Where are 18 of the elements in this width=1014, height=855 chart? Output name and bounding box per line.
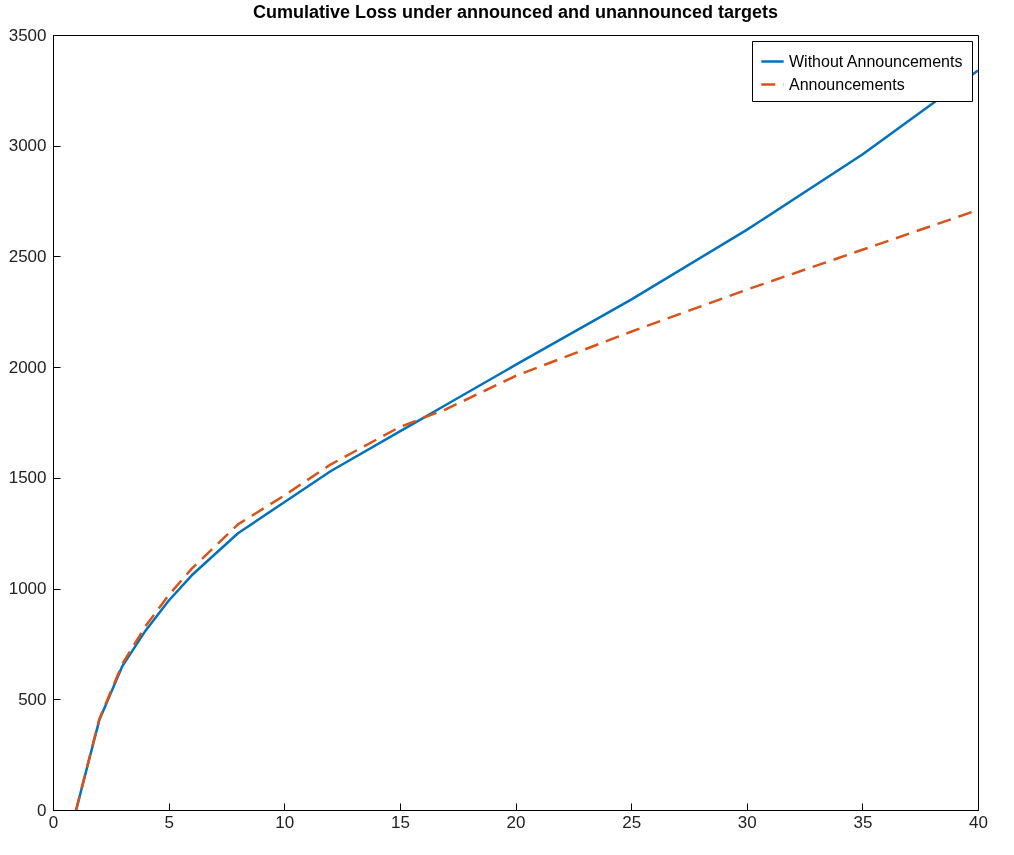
legend-label: Announcements	[789, 75, 905, 93]
y-tick-label: 3500	[8, 25, 47, 45]
y-tick-label: 2500	[8, 246, 47, 266]
x-tick-label: 25	[622, 812, 642, 832]
y-tick-label: 3000	[8, 136, 47, 156]
y-tick-label: 2000	[8, 357, 47, 377]
x-tick-label: 5	[164, 812, 174, 832]
chart-title: Cumulative Loss under announced and unannounced targets	[252, 2, 779, 22]
y-tick-label: 500	[18, 689, 47, 709]
x-tick-label: 35	[853, 812, 873, 832]
x-tick-label: 20	[506, 812, 526, 832]
x-tick-label: 15	[390, 812, 410, 832]
legend-label: Without Announcements	[789, 52, 963, 70]
x-tick-label: 30	[737, 812, 757, 832]
x-tick-label: 40	[969, 812, 988, 832]
y-tick-label: 1000	[8, 579, 47, 599]
x-tick-label: 10	[275, 812, 295, 832]
y-tick-label: 1500	[8, 468, 47, 488]
